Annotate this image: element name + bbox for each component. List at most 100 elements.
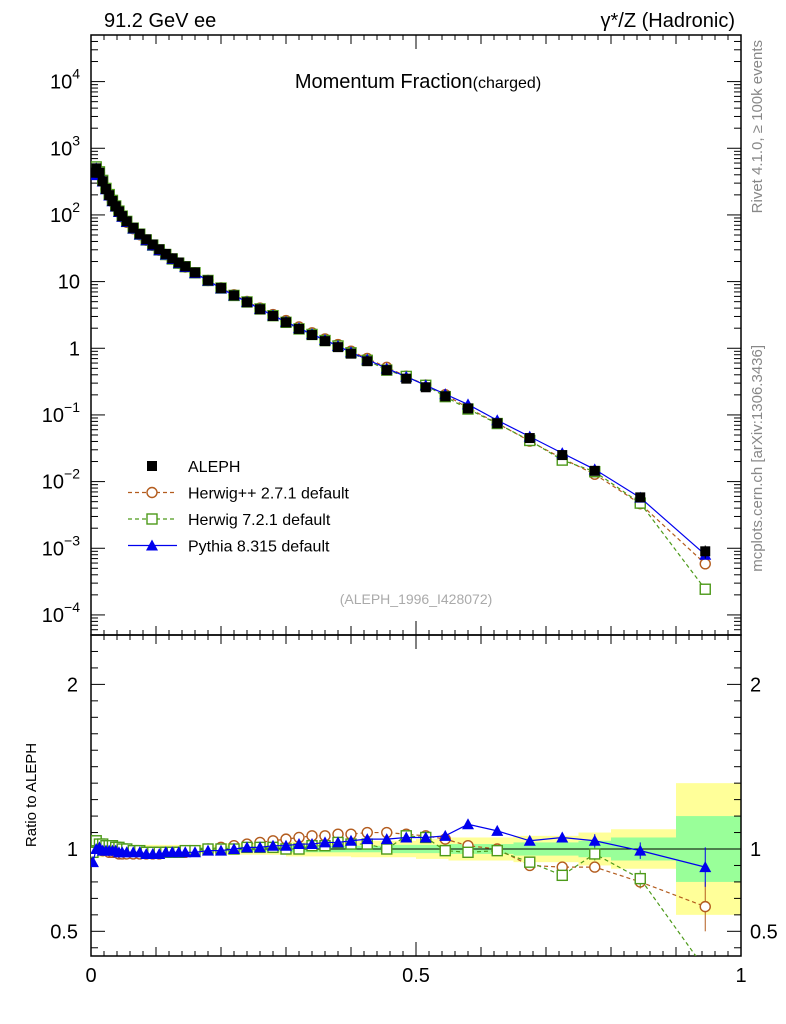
y-tick-label: 1 <box>69 338 80 360</box>
ratio-point <box>439 844 451 857</box>
legend-entry: Herwig++ 2.7.1 default <box>128 486 350 503</box>
data-point <box>700 546 711 557</box>
data-point <box>635 492 646 503</box>
legend-label: Pythia 8.315 default <box>188 539 330 556</box>
data-point <box>255 304 265 315</box>
ratio-point <box>91 856 99 868</box>
ratio-point <box>462 846 474 858</box>
title-suffix: (charged) <box>473 75 541 92</box>
ratio-point <box>400 831 413 843</box>
data-point <box>100 183 111 194</box>
ratio-point <box>306 838 318 850</box>
data-point <box>492 418 503 429</box>
data-point <box>242 297 252 308</box>
data-point <box>190 267 200 278</box>
ratio-point <box>267 839 279 851</box>
ratio-point <box>419 831 432 843</box>
x-tick-label: 1 <box>735 965 746 987</box>
ratio-point <box>524 856 536 868</box>
ratio-point <box>380 833 393 845</box>
ratio-tick-label: 2 <box>750 674 761 696</box>
x-axis: 0 0.5 1 <box>85 35 747 987</box>
ratio-point <box>332 836 344 848</box>
x-tick-label: 0 <box>85 965 96 987</box>
y-tick-label: 103 <box>50 132 80 160</box>
ratio-series <box>91 818 712 956</box>
data-point <box>557 450 568 461</box>
legend-marker <box>147 461 157 471</box>
data-point <box>128 222 139 233</box>
ratio-point <box>589 848 601 860</box>
ratio-line <box>92 831 706 908</box>
data-point <box>463 403 473 414</box>
data-point <box>440 391 451 402</box>
series-point <box>699 558 711 570</box>
data-point <box>110 201 121 212</box>
legend-label: Herwig++ 2.7.1 default <box>188 486 350 503</box>
ratio-point <box>189 846 201 858</box>
y-tick-label: 10 <box>58 272 80 294</box>
main-series <box>91 161 712 595</box>
data-point <box>134 228 145 239</box>
ratio-point <box>345 834 357 846</box>
legend-label: Herwig 7.2.1 default <box>188 512 331 529</box>
ratio-point <box>588 834 601 846</box>
ratio-point <box>462 818 474 830</box>
data-point <box>589 465 600 476</box>
ratio-point <box>699 900 711 913</box>
y-tick-label: 10−4 <box>42 599 80 627</box>
legend-entry: ALEPH <box>147 459 240 476</box>
data-point <box>320 336 330 347</box>
y-tick-label: 10−1 <box>42 399 80 427</box>
data-point <box>180 261 191 272</box>
data-point <box>154 244 165 255</box>
y-tick-label: 10−2 <box>42 466 80 494</box>
data-point <box>94 167 105 178</box>
data-point <box>160 248 171 259</box>
data-point <box>281 317 291 328</box>
ratio-y-axis: 0.5 0.5 1 1 2 2 <box>50 650 778 949</box>
ratio-tick-label: 0.5 <box>750 921 778 943</box>
y-tick-label: 10−3 <box>42 532 80 560</box>
data-point <box>381 365 392 376</box>
legend-entry: Pythia 8.315 default <box>128 539 330 556</box>
legend-marker <box>146 486 158 499</box>
data-point <box>147 239 158 250</box>
legend-marker <box>146 539 158 551</box>
data-point <box>167 253 178 264</box>
ratio-tick-label: 1 <box>67 839 78 861</box>
ratio-point <box>556 831 569 843</box>
energy-label: 91.2 GeV ee <box>104 10 216 32</box>
x-tick-label: 0.5 <box>402 965 430 987</box>
ratio-tick-label: 1 <box>750 839 761 861</box>
ratio-point <box>215 844 227 856</box>
ratio-point <box>556 869 568 882</box>
series-line <box>92 167 706 556</box>
data-point <box>121 216 132 227</box>
series-point <box>699 583 711 595</box>
data-point <box>401 373 412 384</box>
data-point <box>294 323 304 334</box>
ratio-point <box>491 844 503 857</box>
process-label: γ*/Z (Hadronic) <box>601 10 735 32</box>
ratio-point <box>179 846 192 858</box>
ratio-point <box>699 861 712 873</box>
ratio-point <box>381 843 393 855</box>
ratio-point <box>634 844 647 856</box>
ratio-point <box>280 839 292 851</box>
data-point <box>117 211 128 222</box>
y-tick-label: 102 <box>50 199 80 227</box>
series-square <box>91 161 711 595</box>
series-line <box>92 165 706 590</box>
ratio-point <box>491 824 504 836</box>
data-point <box>229 290 239 301</box>
title-main: Momentum Fraction <box>295 71 473 93</box>
ratio-point <box>439 829 452 841</box>
data-point <box>97 176 108 187</box>
data-point <box>524 433 535 444</box>
ratio-tick-label: 0.5 <box>50 921 78 943</box>
ratio-point <box>228 843 240 854</box>
data-point <box>104 190 115 201</box>
data-point <box>141 234 152 245</box>
